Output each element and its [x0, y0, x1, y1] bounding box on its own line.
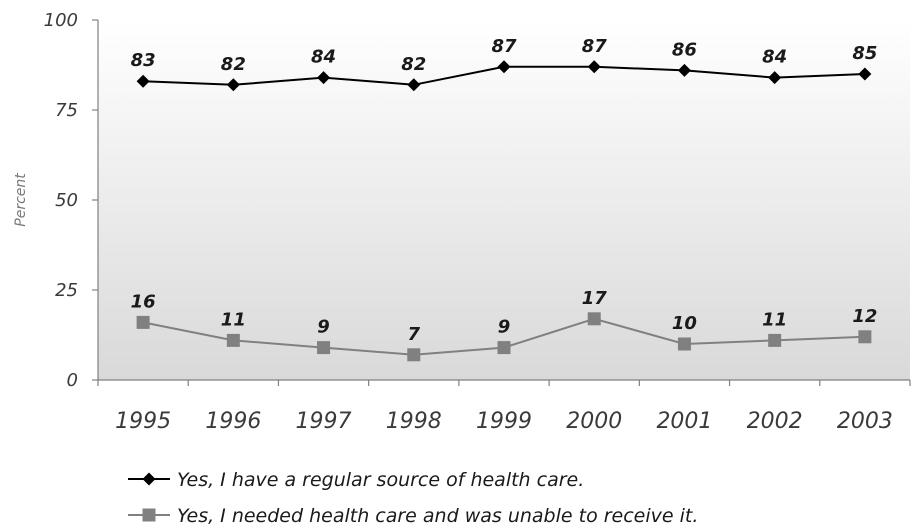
x-tick-label: 2003	[837, 409, 893, 434]
series-2-point	[677, 337, 691, 351]
series-2-data-label: 9	[317, 317, 330, 338]
data-labels: 83 82 84 82 87 87 86 84 85 16 11 9 7 9 17 10 11 12	[131, 36, 878, 345]
series-2-point	[407, 348, 421, 362]
series-2-point	[768, 333, 782, 347]
series-1-data-label: 84	[762, 47, 787, 68]
x-tick-label: 2002	[747, 409, 803, 434]
series-1-point	[768, 71, 782, 85]
series-1-point	[677, 63, 691, 77]
y-axis-title: Percent	[13, 173, 29, 227]
series-layer	[136, 60, 872, 362]
x-tick-label: 1996	[205, 409, 261, 434]
legend-marker-2	[142, 508, 156, 522]
series-1-point	[587, 60, 601, 74]
x-tick-label: 1998	[386, 409, 442, 434]
y-tick-label: 25	[55, 280, 78, 301]
legend-label-1: Yes, I have a regular source of health c…	[177, 469, 584, 491]
series-2-data-label: 9	[498, 317, 511, 338]
series-2-point	[497, 341, 511, 355]
x-tick-label: 2000	[566, 409, 622, 434]
series-2-data-label: 11	[221, 309, 246, 330]
x-tick-label: 1995	[115, 409, 171, 434]
series-2-data-label: 16	[131, 291, 156, 312]
series-2-point	[136, 315, 150, 329]
series-1-point	[497, 60, 511, 74]
series-1-data-label: 82	[401, 54, 426, 75]
series-2-point	[226, 333, 240, 347]
series-2-point	[587, 312, 601, 326]
x-tick-label: 2001	[656, 409, 712, 434]
x-tick-label: 1997	[296, 409, 352, 434]
series-1-point	[407, 78, 421, 92]
series-1-data-label: 86	[672, 39, 697, 60]
y-tick-label: 0	[67, 370, 78, 391]
series-1-data-label: 85	[852, 43, 877, 64]
series-2-point	[317, 341, 331, 355]
axes: 0 25 50 75 100 1995 1996 1997 1998 1999 2000 2001 20…	[13, 10, 911, 434]
series-1-data-label: 87	[491, 36, 517, 57]
series-2-point	[858, 330, 872, 344]
series-1-data-label: 83	[131, 50, 156, 71]
x-tick-label: 1999	[476, 409, 532, 434]
series-1-point	[858, 67, 872, 81]
series-2-data-label: 7	[408, 324, 421, 345]
y-tick-label: 75	[55, 100, 78, 121]
y-tick-label: 50	[55, 190, 78, 211]
y-tick-label: 100	[44, 10, 78, 31]
legend: Yes, I have a regular source of health c…	[128, 469, 698, 527]
legend-label-2: Yes, I needed health care and was unable…	[177, 505, 698, 527]
series-1-data-label: 84	[311, 47, 336, 68]
series-2-data-label: 12	[852, 306, 877, 327]
series-1-point	[136, 74, 150, 88]
series-1-point	[317, 71, 331, 85]
series-2-data-label: 10	[672, 313, 697, 334]
series-2-data-label: 17	[582, 288, 608, 309]
series-1-data-label: 82	[221, 54, 246, 75]
series-2-data-label: 11	[762, 309, 787, 330]
series-1-data-label: 87	[582, 36, 608, 57]
legend-marker-1	[142, 472, 156, 486]
series-1-point	[226, 78, 240, 92]
